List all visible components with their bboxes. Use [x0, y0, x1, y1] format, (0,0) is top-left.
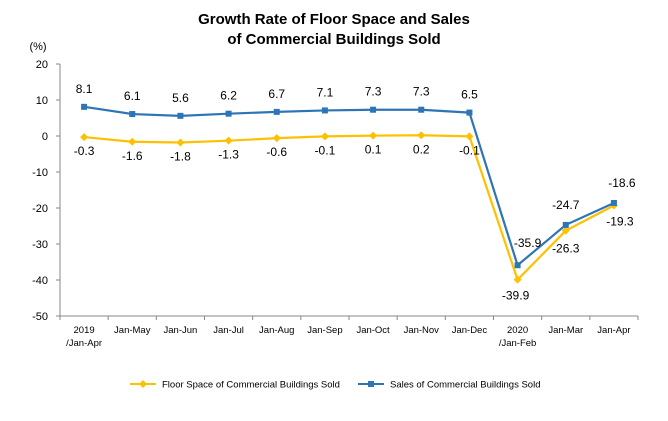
- data-label: 6.5: [461, 88, 478, 102]
- x-axis-ticks: 2019/Jan-Apr Jan-May Jan-Jun Jan-Jul Jan-Aug…: [59, 316, 639, 349]
- data-label: 6.7: [268, 87, 285, 101]
- series-sales: 8.1 6.1 5.6 6.2 6.7 7.1 7.3 7.3 6.5 -35.9 -24.7 -18…: [76, 82, 636, 269]
- data-label: -18.6: [608, 176, 636, 190]
- data-point: [176, 138, 185, 147]
- data-label: 6.1: [124, 89, 141, 103]
- data-point: [418, 106, 425, 113]
- legend-label: Floor Space of Commercial Buildings Sold: [162, 380, 340, 391]
- data-point: [128, 137, 137, 146]
- data-label: -0.3: [74, 144, 95, 158]
- y-tick-label: 10: [36, 95, 48, 107]
- data-point: [417, 131, 426, 140]
- y-tick-label: 20: [36, 59, 48, 71]
- data-label: -0.1: [459, 143, 480, 157]
- series-floor-space: -0.3 -1.6 -1.8 -1.3 -0.6 -0.1 0.1 0.2 -0.1 -39.9 -…: [74, 131, 634, 303]
- data-point: [465, 132, 474, 141]
- x-tick-label: /Jan-Apr: [66, 338, 102, 349]
- data-label: -24.7: [552, 198, 580, 212]
- x-tick-label: Jan-Apr: [597, 325, 630, 336]
- data-point: [320, 132, 329, 141]
- data-label: 0.1: [365, 143, 382, 157]
- data-point: [80, 133, 89, 142]
- data-label: -39.9: [502, 289, 530, 303]
- x-tick-label: Jan-Dec: [452, 325, 488, 336]
- data-point: [81, 103, 88, 110]
- legend-item: Floor Space of Commercial Buildings Sold: [130, 380, 340, 391]
- legend-item: Sales of Commercial Buildings Sold: [358, 380, 540, 391]
- chart-title-line-2: of Commercial Buildings Sold: [227, 31, 440, 48]
- x-tick-label: Jan-May: [114, 325, 151, 336]
- y-axis-ticks: 20 10 0 -10 -20 -30 -40 -50: [32, 59, 60, 323]
- data-label: 7.1: [317, 85, 334, 99]
- chart-title-line-1: Growth Rate of Floor Space and Sales: [198, 11, 470, 28]
- data-label: -0.1: [315, 143, 336, 157]
- x-tick-label: Jan-Jul: [213, 325, 244, 336]
- x-tick-label: Jan-Nov: [404, 325, 440, 336]
- data-label: -1.6: [122, 149, 143, 163]
- data-point: [224, 136, 233, 145]
- x-tick-label: Jan-Mar: [548, 325, 583, 336]
- series-line: [83, 105, 615, 268]
- data-label: 7.3: [413, 85, 430, 99]
- data-label: -19.3: [606, 214, 634, 228]
- legend: Floor Space of Commercial Buildings Sold…: [130, 380, 540, 391]
- data-label: -1.3: [218, 148, 239, 162]
- data-label: -26.3: [552, 242, 580, 256]
- x-tick-label: Jan-Aug: [259, 325, 294, 336]
- data-label: 5.6: [172, 91, 189, 105]
- y-tick-label: -50: [32, 311, 48, 323]
- x-tick-label: Jan-Sep: [307, 325, 342, 336]
- y-tick-label: -30: [32, 239, 48, 251]
- y-tick-label: 0: [42, 131, 48, 143]
- y-tick-label: -10: [32, 167, 48, 179]
- legend-label: Sales of Commercial Buildings Sold: [390, 380, 540, 391]
- x-tick-label: Jan-Jun: [164, 325, 198, 336]
- series-layer: -0.3 -1.6 -1.8 -1.3 -0.6 -0.1 0.1 0.2 -0.1 -39.9 -…: [74, 82, 636, 303]
- data-label: -1.8: [170, 149, 191, 163]
- y-tick-label: -40: [32, 275, 48, 287]
- data-label: 8.1: [76, 82, 93, 96]
- series-line: [83, 134, 615, 282]
- x-tick-label: Jan-Oct: [356, 325, 390, 336]
- data-point: [561, 226, 570, 235]
- y-axis-unit-label: (%): [29, 41, 46, 53]
- data-point: [273, 108, 280, 115]
- data-point: [321, 107, 328, 114]
- x-tick-label: 2019: [74, 325, 95, 336]
- data-point: [514, 262, 521, 269]
- data-label: 0.2: [413, 142, 430, 156]
- data-label: -35.9: [514, 236, 542, 250]
- data-point: [272, 134, 281, 143]
- data-point: [177, 112, 184, 119]
- x-tick-label: /Jan-Feb: [499, 338, 537, 349]
- y-tick-label: -20: [32, 203, 48, 215]
- data-point: [466, 109, 473, 116]
- data-point: [129, 111, 136, 118]
- data-point: [369, 131, 378, 140]
- legend-marker: [139, 380, 147, 388]
- data-point: [610, 199, 617, 206]
- data-label: 6.2: [220, 89, 237, 103]
- data-point: [562, 221, 569, 228]
- data-label: -0.6: [266, 145, 287, 159]
- x-tick-label: 2020: [507, 325, 528, 336]
- legend-marker: [368, 381, 374, 387]
- data-point: [513, 275, 522, 284]
- data-point: [225, 110, 232, 117]
- data-point: [370, 106, 377, 113]
- data-label: 7.3: [365, 85, 382, 99]
